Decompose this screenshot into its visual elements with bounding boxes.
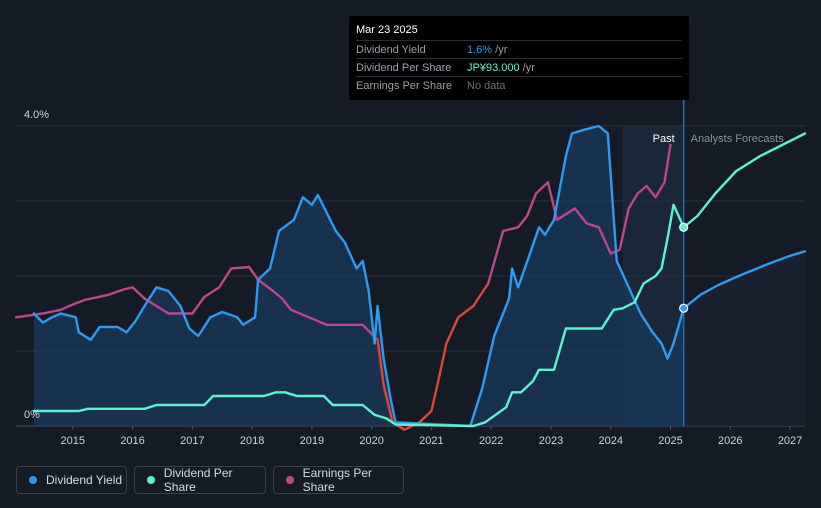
x-tick-label: 2021 <box>419 435 443 447</box>
tooltip-unit: /yr <box>519 62 535 74</box>
x-tick-label: 2025 <box>658 435 682 447</box>
tooltip-value: 1.6% <box>467 44 493 56</box>
dividend-yield-area <box>33 126 684 426</box>
tooltip-value: No data <box>467 80 506 92</box>
legend-dividend-yield[interactable]: Dividend Yield <box>16 466 127 494</box>
legend-dot-icon <box>147 476 155 484</box>
y-axis-top-label: 4.0% <box>24 109 49 121</box>
x-tick-label: 2017 <box>180 435 204 447</box>
tooltip-label: Dividend Yield <box>356 44 426 56</box>
tooltip-date: Mar 23 2025 <box>356 24 418 36</box>
earnings-per-share-line <box>14 265 379 341</box>
past-label: Past <box>653 133 675 145</box>
x-tick-label: 2026 <box>718 435 742 447</box>
earnings-per-share-decline-line <box>376 282 490 431</box>
dividend-per-share-marker <box>679 222 689 232</box>
tooltip-row-earnings-per-share: Earnings Per Share No data <box>356 76 682 95</box>
legend-dot-icon <box>286 476 294 484</box>
x-tick-label: 2022 <box>479 435 503 447</box>
dividend-yield-marker <box>679 303 689 313</box>
dividend-yield-forecast-area <box>683 251 805 426</box>
legend-label: Earnings Per Share <box>302 466 373 494</box>
tooltip-label: Earnings Per Share <box>356 80 452 92</box>
earnings-per-share-line <box>487 143 672 285</box>
tooltip-row-dividend-per-share: Dividend Per Share JP¥93.000 /yr <box>356 58 682 77</box>
y-axis-bottom-label: 0% <box>24 409 40 421</box>
dividend-yield-line <box>32 124 685 428</box>
x-tick-label: 2018 <box>240 435 264 447</box>
x-axis: 2015 2016 2017 2018 2019 2020 2021 2022 2023 2024… <box>61 426 802 447</box>
dividend-per-share-forecast-line <box>682 132 807 229</box>
x-tick-label: 2027 <box>778 435 802 447</box>
x-tick-label: 2024 <box>598 435 622 447</box>
legend-dot-icon <box>29 476 37 484</box>
x-tick-label: 2023 <box>539 435 563 447</box>
legend-label: Dividend Per Share <box>163 466 233 494</box>
tooltip-label: Dividend Per Share <box>356 62 452 74</box>
tooltip-unit: /yr <box>492 44 508 56</box>
forecast-label: Analysts Forecasts <box>691 133 784 145</box>
tooltip: Mar 23 2025 Dividend Yield 1.6% /yr Divi… <box>349 16 689 100</box>
legend-dividend-per-share[interactable]: Dividend Per Share <box>134 466 266 494</box>
x-tick-label: 2020 <box>359 435 383 447</box>
legend-earnings-per-share[interactable]: Earnings Per Share <box>273 466 404 494</box>
tooltip-row-dividend-yield: Dividend Yield 1.6% /yr <box>356 40 682 59</box>
x-tick-label: 2019 <box>300 435 324 447</box>
dividend-yield-forecast-line <box>682 250 807 310</box>
x-tick-label: 2015 <box>61 435 85 447</box>
tooltip-value: JP¥93.000 <box>467 62 520 74</box>
dividend-per-share-line <box>32 203 685 428</box>
x-tick-label: 2016 <box>120 435 144 447</box>
legend-label: Dividend Yield <box>46 473 123 487</box>
